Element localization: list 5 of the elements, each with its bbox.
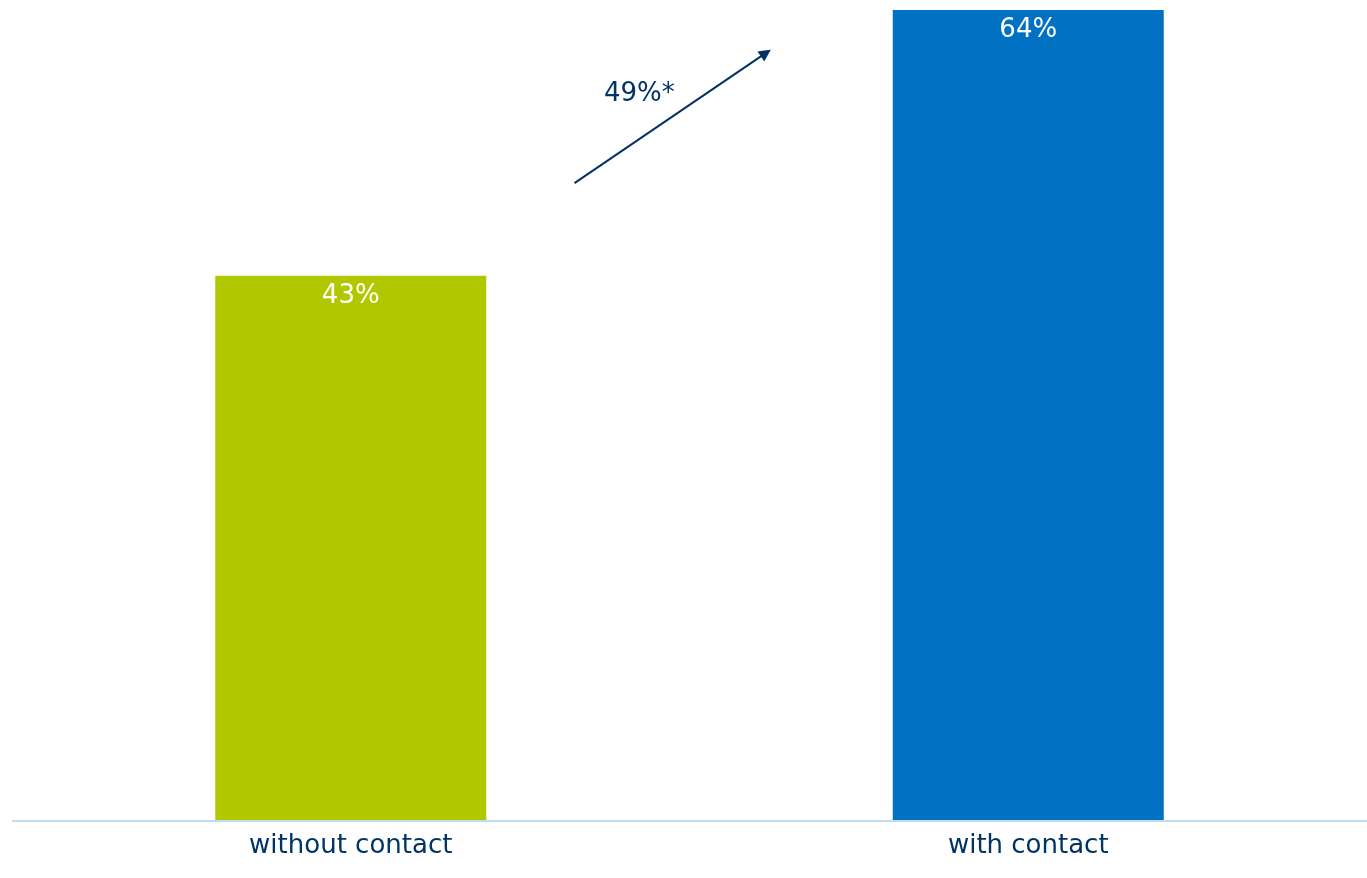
- data-label: 64%: [999, 13, 1058, 43]
- data-label: 43%: [321, 278, 380, 309]
- annotation: 49%*: [604, 77, 675, 107]
- x-tick-label: with contact: [947, 828, 1109, 859]
- x-tick-label: without contact: [249, 828, 453, 859]
